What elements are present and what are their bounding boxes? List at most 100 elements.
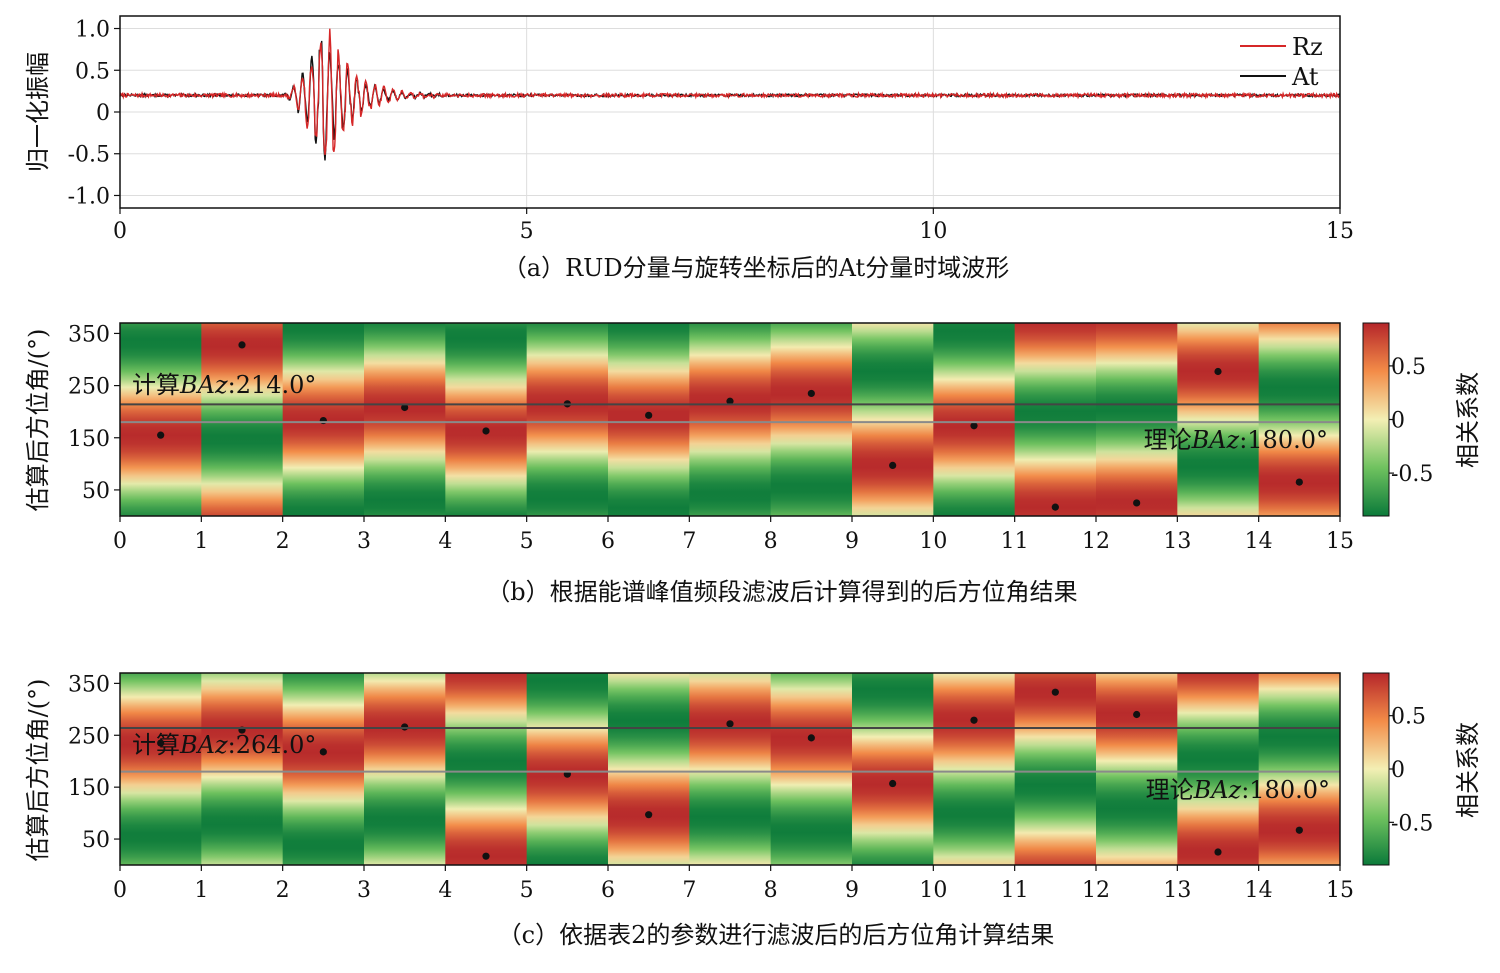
x-tick-label: 8	[764, 529, 778, 554]
peak-baz-marker	[889, 779, 897, 788]
panel-b-frame	[119, 322, 1341, 517]
peak-baz-marker	[1214, 367, 1222, 376]
peak-baz-marker	[889, 461, 897, 470]
x-tick-label: 8	[764, 878, 778, 903]
colorbar-tick-label: -0.5	[1391, 811, 1433, 836]
panel-c-calculated-baz-label: 计算BAz:264.0°	[132, 731, 316, 759]
panel-a-y-axis-title: 归一化振幅	[24, 52, 52, 172]
peak-baz-marker	[319, 748, 327, 756]
heatmap-column	[201, 673, 284, 865]
heatmap-column	[770, 673, 853, 865]
y-tick-label: -1.0	[68, 184, 110, 209]
heatmap-column	[1258, 673, 1341, 865]
heatmap-column	[1258, 323, 1341, 516]
x-tick-label: 14	[1245, 529, 1273, 554]
peak-baz-marker	[401, 403, 409, 412]
x-tick-label: 12	[1082, 529, 1110, 554]
panel-b-colorbar-title: 相关系数	[1454, 372, 1482, 468]
x-tick-label: 1	[194, 529, 208, 554]
x-tick-label: 5	[520, 878, 534, 903]
peak-baz-marker	[1214, 848, 1222, 856]
panel-b-y-ticks: 350 250 150 50	[68, 322, 120, 504]
heatmap-column	[282, 673, 365, 865]
heatmap-column	[1096, 673, 1178, 865]
heatmap-column	[933, 673, 1016, 865]
panel-a-waveform: 1.0 0.5 0 -0.5 -1.0 0 5 10 15 归一化振幅 Rz At （a）RU…	[24, 15, 1354, 282]
heatmap-column	[1014, 323, 1097, 516]
x-tick-label: 6	[601, 878, 615, 903]
x-tick-label: 0	[113, 878, 127, 903]
heatmap-column	[1014, 673, 1097, 865]
panel-a-series	[119, 28, 1341, 161]
x-tick-label: 3	[357, 878, 371, 903]
y-tick-label: 0.5	[75, 59, 110, 84]
x-tick-label: 12	[1082, 878, 1110, 903]
x-tick-label: 9	[845, 529, 859, 554]
peak-baz-marker	[1295, 478, 1303, 486]
x-tick-label: 4	[438, 878, 452, 903]
x-tick-label: 0	[113, 219, 127, 244]
y-tick-label: 50	[82, 479, 110, 504]
panel-c-x-ticks: 0 1 2 3 4 5 6 7 8 9 10 11 12 13 14 15	[113, 865, 1354, 903]
heatmap-column	[608, 323, 690, 516]
x-tick-label: 10	[919, 878, 947, 903]
peak-baz-marker	[726, 720, 734, 728]
heatmap-column	[1177, 323, 1260, 516]
x-tick-label: 10	[919, 529, 947, 554]
heatmap-column	[933, 323, 1016, 516]
panel-c-cells	[120, 673, 1341, 865]
x-tick-label: 9	[845, 878, 859, 903]
x-tick-label: 7	[682, 529, 696, 554]
panel-b-y-axis-title: 估算后方位角/(°)	[24, 329, 52, 512]
heatmap-column	[364, 323, 446, 516]
peak-baz-marker	[1133, 710, 1141, 719]
panel-c-colorbar	[1362, 672, 1390, 866]
y-tick-label: -0.5	[68, 143, 110, 168]
x-tick-label: 7	[682, 878, 696, 903]
peak-baz-marker	[645, 411, 653, 419]
legend-at-label: At	[1291, 63, 1319, 91]
x-tick-label: 4	[438, 529, 452, 554]
x-tick-label: 11	[1001, 878, 1029, 903]
panel-c-y-axis-title: 估算后方位角/(°)	[24, 679, 52, 862]
peak-baz-marker	[157, 431, 165, 439]
panel-c-baz-lines	[120, 727, 1340, 773]
panel-c-caption: （c）依据表2的参数进行滤波后的后方位角计算结果	[498, 921, 1055, 949]
x-tick-label: 3	[357, 529, 371, 554]
peak-baz-marker	[807, 734, 815, 742]
x-tick-label: 1	[194, 878, 208, 903]
x-tick-label: 15	[1326, 219, 1354, 244]
heatmap-column	[120, 673, 202, 865]
panel-c-peak-markers	[157, 688, 1303, 860]
panel-a-y-ticks: 1.0 0.5 0 -0.5 -1.0	[68, 18, 120, 209]
panel-b-caption: （b）根据能谱峰值频段滤波后计算得到的后方位角结果	[486, 578, 1077, 606]
series-rz-line	[119, 28, 1341, 155]
heatmap-column	[1177, 673, 1260, 865]
panel-a-x-ticks: 0 5 10 15	[113, 208, 1354, 244]
heatmap-column	[1096, 323, 1178, 516]
panel-b-colorbar-ticks: 0.5 0 -0.5	[1389, 355, 1433, 487]
x-tick-label: 13	[1163, 878, 1191, 903]
panel-c-colorbar-ticks: 0.5 0 -0.5	[1389, 705, 1433, 836]
heatmap-column	[201, 323, 284, 516]
y-tick-label: 250	[68, 375, 110, 400]
peak-baz-marker	[482, 427, 490, 435]
panel-b-baz-lines	[120, 403, 1340, 424]
x-tick-label: 2	[276, 878, 290, 903]
peak-baz-marker	[1051, 688, 1059, 696]
colorbar-tick-label: 0	[1391, 758, 1405, 783]
colorbar-tick-label: -0.5	[1391, 462, 1433, 487]
x-tick-label: 6	[601, 529, 615, 554]
panel-b-theoretical-baz-label: 理论BAz:180.0°	[1144, 426, 1328, 454]
panel-a-legend: Rz At	[1240, 33, 1323, 91]
peak-baz-marker	[970, 716, 978, 724]
heatmap-column	[445, 673, 528, 865]
series-at-line	[119, 40, 1341, 161]
heatmap-column	[526, 673, 609, 865]
x-tick-label: 10	[919, 219, 947, 244]
panel-c-y-ticks: 350 250 150 50	[68, 672, 120, 853]
panel-b-calculated-baz-label: 计算BAz:214.0°	[132, 371, 316, 399]
